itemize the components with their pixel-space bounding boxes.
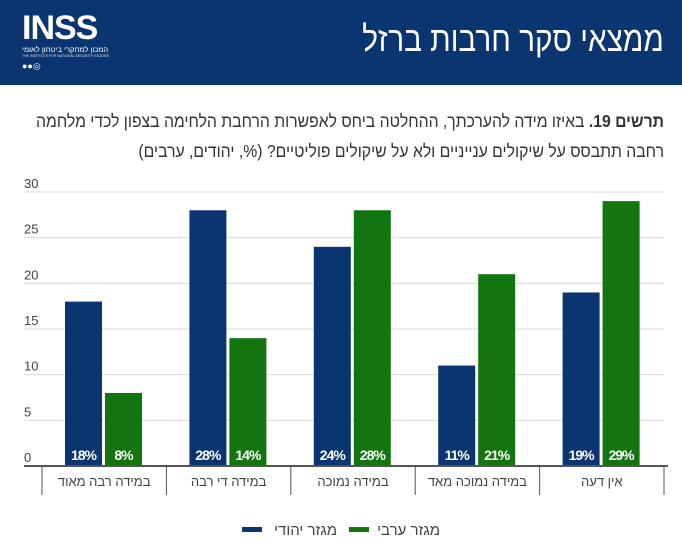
data-label: 24% — [320, 447, 347, 463]
data-label: 19% — [569, 447, 596, 463]
data-label: 28% — [360, 447, 387, 463]
data-label: 28% — [195, 447, 222, 463]
y-tick-label: 25 — [24, 222, 38, 237]
bar — [313, 246, 351, 466]
chart-question: תרשים 19. באיזו מידה להערכתך, ההחלטה ביח… — [14, 106, 664, 166]
data-label: 8% — [114, 447, 134, 463]
y-tick-label: 5 — [24, 404, 31, 419]
chart-number: תרשים 19. — [588, 111, 664, 131]
x-tick-label: במידה נמוכה — [317, 474, 388, 489]
partner-logos-icon: ●●◎ — [22, 61, 41, 71]
y-tick-label: 10 — [24, 359, 38, 374]
bar — [478, 274, 516, 466]
bar — [562, 292, 600, 466]
page-title: ממצאי סקר חרבות ברזל — [362, 20, 664, 59]
y-tick-label: 20 — [24, 267, 38, 282]
header: INSS המכון למחקרי ביטחון לאומי THE INSTI… — [0, 0, 682, 85]
x-tick-label: במידה נמוכה מאד — [428, 474, 527, 489]
bar — [438, 365, 476, 466]
question-text: באיזו מידה להערכתך, ההחלטה ביחס לאפשרות … — [36, 111, 664, 161]
bar — [229, 338, 267, 466]
bar — [602, 201, 640, 466]
y-tick-label: 0 — [24, 450, 31, 465]
inss-logo: INSS המכון למחקרי ביטחון לאומי THE INSTI… — [22, 11, 122, 72]
data-label: 29% — [609, 447, 636, 463]
bar — [353, 210, 391, 466]
bar — [189, 210, 227, 466]
data-label: 21% — [484, 447, 511, 463]
legend-label: מגזר יהודי — [274, 522, 337, 539]
y-tick-label: 30 — [24, 176, 38, 191]
legend-swatch — [349, 527, 369, 532]
legend-label: מגזר ערבי — [377, 522, 440, 539]
data-label: 18% — [71, 447, 98, 463]
legend-swatch — [242, 527, 262, 532]
data-label: 14% — [235, 447, 262, 463]
x-tick-label: במידה רבה מאוד — [58, 474, 151, 489]
bar — [105, 392, 142, 466]
x-tick-label: אין דעה — [581, 474, 623, 489]
bar — [65, 301, 102, 466]
data-label: 11% — [445, 447, 471, 463]
y-tick-label: 15 — [24, 313, 38, 328]
x-tick-label: במידה די רבה — [191, 474, 267, 489]
